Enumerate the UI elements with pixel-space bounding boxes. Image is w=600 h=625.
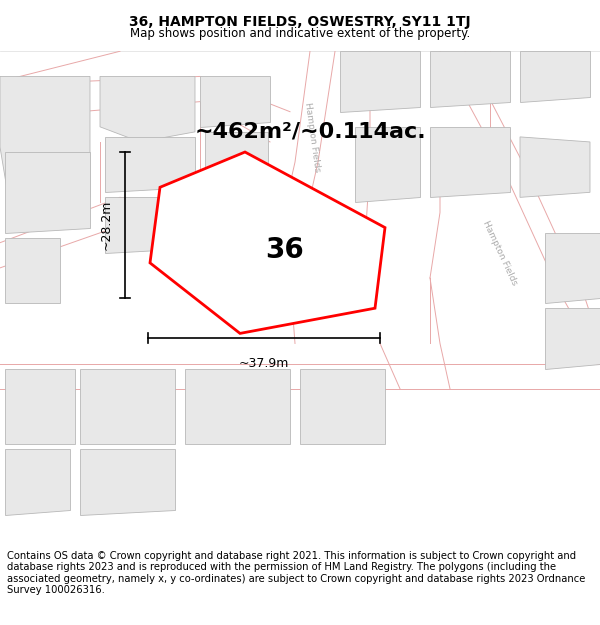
Polygon shape (5, 449, 70, 515)
Text: ~462m²/~0.114ac.: ~462m²/~0.114ac. (195, 122, 427, 142)
Text: Contains OS data © Crown copyright and database right 2021. This information is : Contains OS data © Crown copyright and d… (7, 551, 586, 596)
Text: Map shows position and indicative extent of the property.: Map shows position and indicative extent… (130, 27, 470, 40)
Text: Hampton Fields: Hampton Fields (302, 101, 322, 172)
Polygon shape (80, 369, 175, 444)
Polygon shape (105, 137, 195, 192)
Polygon shape (300, 369, 385, 444)
Polygon shape (185, 369, 290, 444)
Text: ~37.9m: ~37.9m (239, 357, 289, 369)
Polygon shape (0, 76, 90, 208)
Polygon shape (430, 127, 510, 198)
Polygon shape (545, 232, 600, 303)
Text: ~28.2m: ~28.2m (100, 200, 113, 250)
Polygon shape (5, 152, 90, 232)
Polygon shape (430, 51, 510, 107)
Text: 36: 36 (265, 236, 304, 264)
Polygon shape (520, 137, 590, 198)
Polygon shape (5, 238, 60, 303)
Polygon shape (80, 449, 175, 515)
Polygon shape (340, 51, 420, 112)
Polygon shape (150, 152, 385, 333)
Polygon shape (200, 76, 270, 127)
Polygon shape (205, 198, 265, 258)
Polygon shape (5, 369, 75, 444)
Polygon shape (100, 76, 195, 142)
Polygon shape (355, 127, 420, 202)
Text: Hampton Fields: Hampton Fields (481, 219, 519, 286)
Polygon shape (205, 132, 268, 192)
Polygon shape (520, 51, 590, 102)
Polygon shape (105, 198, 195, 252)
Polygon shape (545, 308, 600, 369)
Text: 36, HAMPTON FIELDS, OSWESTRY, SY11 1TJ: 36, HAMPTON FIELDS, OSWESTRY, SY11 1TJ (129, 16, 471, 29)
